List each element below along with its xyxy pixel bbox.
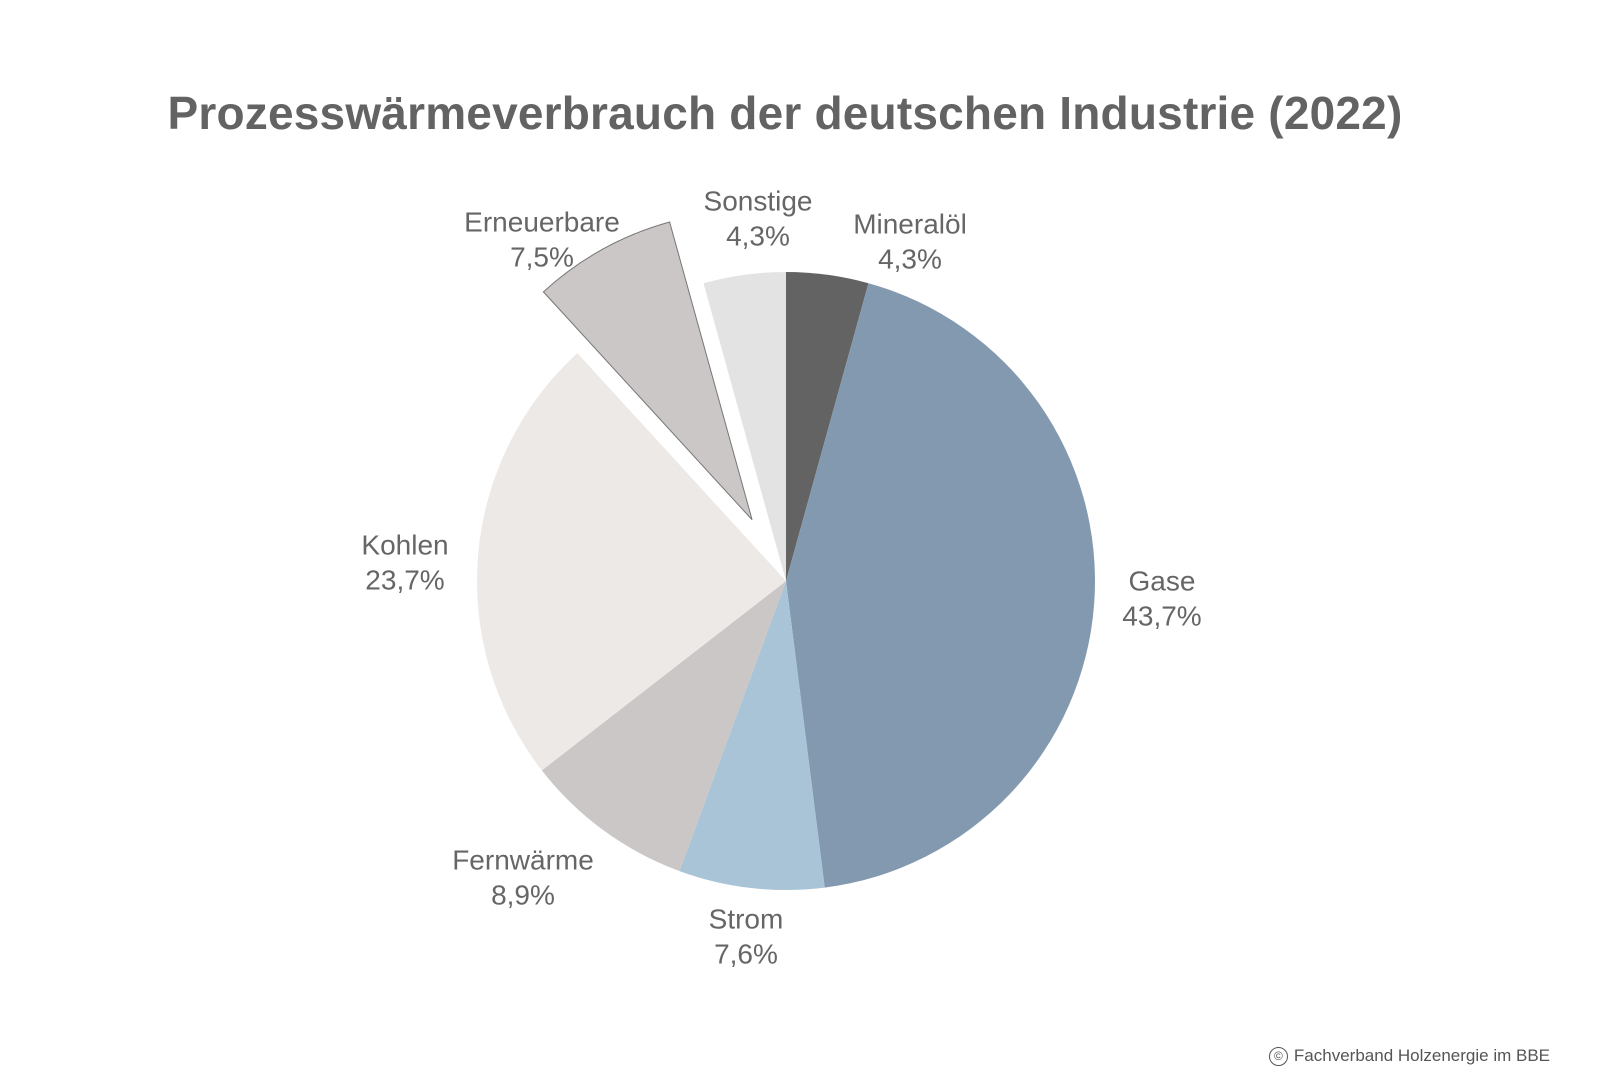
pie-slice-strom xyxy=(679,581,825,890)
slice-label: Fernwärme xyxy=(452,844,594,875)
slice-label: Sonstige xyxy=(704,185,813,216)
copyright-credit: © Fachverband Holzenergie im BBE xyxy=(1268,1046,1550,1067)
pie-slice-mineral-l xyxy=(786,272,869,581)
pie-labels: Mineralöl 4,3% Gase 43,7% Strom 7,6% Fernwärme… xyxy=(361,185,1201,969)
copyright-icon: © xyxy=(1268,1047,1288,1067)
slice-label: Strom xyxy=(709,903,784,934)
pie-slice-gase xyxy=(786,283,1095,888)
slice-label: Gase xyxy=(1129,565,1196,596)
slice-label: Erneuerbare xyxy=(464,206,620,237)
pie-slice-sonstige xyxy=(703,272,786,581)
slice-value-label: 7,5% xyxy=(510,241,574,272)
pie-slices xyxy=(476,221,1095,890)
slice-label: Kohlen xyxy=(361,529,448,560)
slice-value-label: 4,3% xyxy=(878,243,942,274)
slice-label: Mineralöl xyxy=(853,208,967,239)
slice-value-label: 7,6% xyxy=(714,938,778,969)
slice-value-label: 8,9% xyxy=(491,879,555,910)
slice-value-label: 23,7% xyxy=(365,564,444,595)
slice-value-label: 4,3% xyxy=(726,220,790,251)
pie-slice-kohlen xyxy=(476,353,786,771)
credit-text: Fachverband Holzenergie im BBE xyxy=(1293,1046,1550,1065)
pie-slice-erneuerbare xyxy=(542,221,753,521)
slice-value-label: 43,7% xyxy=(1122,600,1201,631)
pie-slice-fernw-rme xyxy=(541,581,786,872)
chart-title: Prozesswärmeverbrauch der deutschen Indu… xyxy=(167,87,1403,139)
